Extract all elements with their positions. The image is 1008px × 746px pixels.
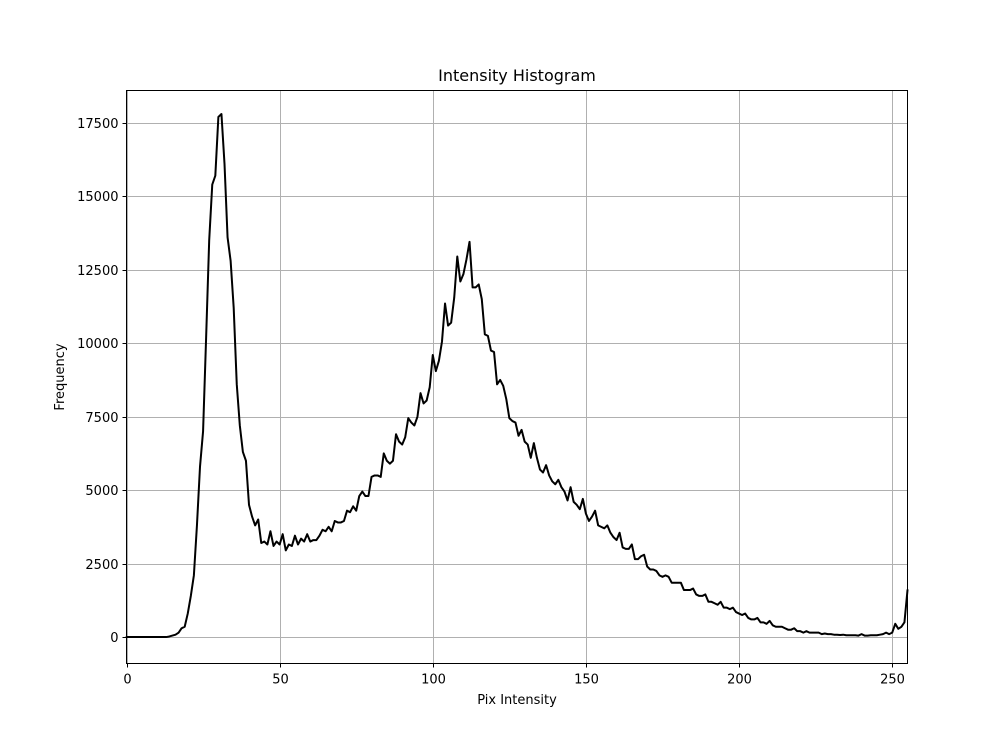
plot-area xyxy=(125,113,909,639)
y-tick-label: 17500 xyxy=(77,117,118,132)
x-tick-label: 50 xyxy=(272,673,289,688)
axes-frame xyxy=(126,90,908,664)
x-tick-label: 200 xyxy=(727,673,752,688)
chart-title: Intensity Histogram xyxy=(438,66,596,85)
y-axis-label: Frequency xyxy=(53,343,68,410)
y-tick-label: 10000 xyxy=(77,337,118,352)
histogram-line xyxy=(125,113,909,639)
grid xyxy=(126,90,908,664)
y-tick-label: 0 xyxy=(110,631,118,646)
x-axis: 0 50 100 150 200 250 xyxy=(123,663,905,688)
x-tick-label: 0 xyxy=(123,673,131,688)
x-axis-label: Pix Intensity xyxy=(477,693,557,708)
y-axis: 0 2500 5000 7500 10000 12500 15000 17500 xyxy=(77,117,127,646)
x-tick-label: 250 xyxy=(880,673,905,688)
y-tick-label: 5000 xyxy=(85,484,118,499)
y-tick-label: 7500 xyxy=(85,411,118,426)
x-tick-label: 100 xyxy=(421,673,446,688)
y-tick-label: 2500 xyxy=(85,558,118,573)
x-tick-label: 150 xyxy=(574,673,599,688)
y-tick-label: 15000 xyxy=(77,190,118,205)
y-tick-label: 12500 xyxy=(77,264,118,279)
